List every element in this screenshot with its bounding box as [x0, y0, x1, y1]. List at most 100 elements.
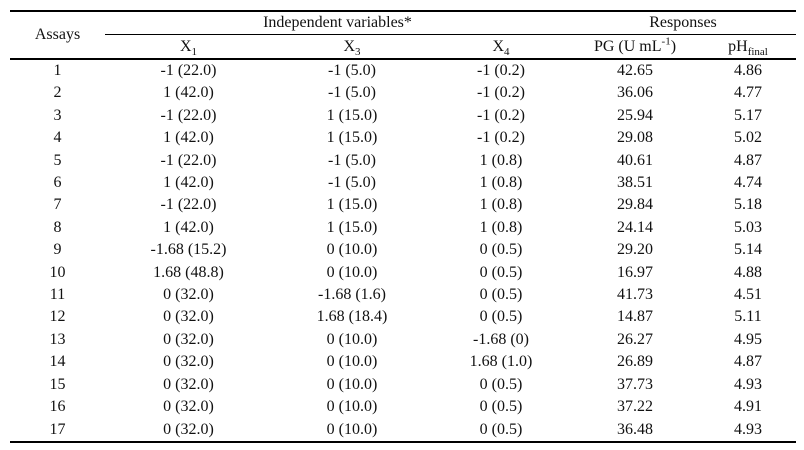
- x1-label: X: [179, 37, 192, 55]
- table-cell: 4.74: [734, 174, 762, 192]
- table-cell: 4.93: [734, 375, 762, 393]
- header-group-row: Assays Independent variables* Responses: [10, 11, 796, 60]
- table-row: 15 0 (32.0) 0 (10.0) 0 (0.5) 37.73 4.93: [10, 374, 796, 396]
- table-cell: 4.86: [734, 62, 762, 79]
- table-cell: 4.88: [734, 263, 762, 281]
- table-cell: 5.18: [734, 196, 762, 214]
- table-cell: 0 (10.0): [326, 353, 378, 371]
- table-cell: 0 (10.0): [326, 420, 378, 438]
- table-row: 16 0 (32.0) 0 (10.0) 0 (0.5) 37.22 4.91: [10, 396, 796, 418]
- table-cell: 7: [53, 196, 62, 214]
- column-header-pg: PG (U mL-1): [570, 34, 700, 60]
- table-cell: 29.84: [617, 196, 653, 214]
- table-cell: 4.91: [734, 398, 762, 416]
- table-cell: 0 (0.5): [479, 286, 523, 304]
- column-group-independent-variables: Independent variables*: [105, 11, 570, 35]
- table-cell: 0 (32.0): [163, 398, 214, 416]
- x3-label: X: [343, 37, 356, 55]
- x4-label: X: [492, 37, 505, 55]
- column-header-x3: X3: [272, 34, 432, 60]
- table-cell: 17: [49, 420, 66, 438]
- table-cell: -1.68 (15.2): [150, 241, 227, 259]
- table-cell: 38.51: [617, 174, 653, 192]
- table-cell: 1 (15.0): [326, 196, 378, 214]
- table-row: 4 1 (42.0) 1 (15.0) -1 (0.2) 29.08 5.02: [10, 127, 796, 149]
- table-row: 2 1 (42.0) -1 (5.0) -1 (0.2) 36.06 4.77: [10, 82, 796, 104]
- x3-subscript: 3: [355, 45, 361, 58]
- table-cell: 41.73: [617, 286, 653, 304]
- table-cell: 5.17: [734, 106, 762, 124]
- table-cell: -1 (22.0): [160, 196, 217, 214]
- table-cell: -1 (22.0): [160, 151, 217, 169]
- table-cell: 0 (32.0): [163, 308, 214, 326]
- table-cell: 14.87: [617, 308, 653, 326]
- table-cell: 15: [49, 375, 66, 393]
- table-cell: -1.68 (1.6): [318, 286, 386, 304]
- table-cell: 1 (42.0): [163, 129, 214, 147]
- table-cell: 0 (32.0): [163, 286, 214, 304]
- table-body: 1 -1 (22.0) -1 (5.0) -1 (0.2) 42.65 4.86 2 1 (4…: [10, 59, 796, 442]
- table-cell: 0 (10.0): [326, 375, 378, 393]
- table-cell: 0 (0.5): [479, 375, 523, 393]
- table-cell: 1.68 (48.8): [153, 263, 224, 281]
- table-row: 3 -1 (22.0) 1 (15.0) -1 (0.2) 25.94 5.17: [10, 105, 796, 127]
- table-cell: 1 (42.0): [163, 84, 214, 102]
- table-cell: 1.68 (18.4): [316, 308, 388, 326]
- table-cell: 1 (0.8): [479, 196, 523, 214]
- table-row: 1 -1 (22.0) -1 (5.0) -1 (0.2) 42.65 4.86: [10, 59, 796, 82]
- table-cell: -1 (22.0): [160, 106, 217, 124]
- table-cell: 4: [53, 129, 62, 147]
- table-cell: 0 (0.5): [479, 263, 523, 281]
- pg-superscript: -1: [661, 35, 671, 48]
- table-row: 9 -1.68 (15.2) 0 (10.0) 0 (0.5) 29.20 5.14: [10, 239, 796, 261]
- table-row: 14 0 (32.0) 0 (10.0) 1.68 (1.0) 26.89 4.87: [10, 351, 796, 373]
- table-cell: 1 (15.0): [326, 129, 378, 147]
- table-cell: 25.94: [617, 106, 653, 124]
- table-cell: 10: [49, 263, 66, 281]
- table-cell: 4.77: [734, 84, 762, 102]
- column-header-ph: pHfinal: [700, 34, 796, 60]
- table-cell: 5.03: [734, 218, 762, 236]
- table-row: 7 -1 (22.0) 1 (15.0) 1 (0.8) 29.84 5.18: [10, 194, 796, 216]
- table-cell: 24.14: [617, 218, 653, 236]
- table-cell: 9: [53, 241, 62, 259]
- table-header: Assays Independent variables* Responses …: [10, 11, 796, 60]
- table-cell: 1 (0.8): [479, 151, 523, 169]
- column-header-x1: X1: [105, 34, 272, 60]
- table-cell: 4.95: [734, 330, 762, 348]
- table-row: 5 -1 (22.0) -1 (5.0) 1 (0.8) 40.61 4.87: [10, 150, 796, 172]
- table-cell: 5.02: [734, 129, 762, 147]
- table-cell: 0 (32.0): [163, 375, 214, 393]
- header-sub-row: X1 X3 X4 PG (U mL-1) pHfinal: [10, 34, 796, 60]
- table-cell: 4.87: [734, 151, 762, 169]
- table-cell: -1 (5.0): [328, 151, 376, 169]
- table-cell: 0 (10.0): [326, 330, 378, 348]
- table-cell: 29.20: [617, 241, 653, 259]
- table-cell: 16.97: [617, 263, 653, 281]
- table-cell: -1 (0.2): [477, 106, 525, 124]
- table-cell: 1 (42.0): [163, 174, 214, 192]
- table-cell: 11: [49, 286, 66, 304]
- table-cell: 36.06: [617, 84, 653, 102]
- table-cell: 37.22: [617, 398, 653, 416]
- table-cell: 1.68 (1.0): [469, 353, 533, 371]
- table-cell: 40.61: [617, 151, 653, 169]
- table-cell: -1 (5.0): [328, 62, 376, 79]
- table-cell: 13: [49, 330, 66, 348]
- table-cell: 0 (10.0): [326, 241, 378, 259]
- table-cell: 16: [49, 398, 66, 416]
- table-cell: 6: [53, 174, 62, 192]
- table-cell: 3: [53, 106, 62, 124]
- pg-label: PG (U mL: [593, 37, 662, 55]
- ph-subscript: final: [747, 45, 768, 58]
- table-cell: 5: [53, 151, 62, 169]
- table-cell: 26.27: [617, 330, 653, 348]
- table-cell: 42.65: [617, 62, 653, 79]
- x1-subscript: 1: [191, 45, 198, 58]
- table-cell: 36.48: [617, 420, 653, 438]
- table-row: 11 0 (32.0) -1.68 (1.6) 0 (0.5) 41.73 4.51: [10, 284, 796, 306]
- table-row: 17 0 (32.0) 0 (10.0) 0 (0.5) 36.48 4.93: [10, 419, 796, 442]
- table-cell: 1 (15.0): [326, 106, 378, 124]
- column-header-x4: X4: [432, 34, 570, 60]
- table-cell: 0 (32.0): [163, 353, 214, 371]
